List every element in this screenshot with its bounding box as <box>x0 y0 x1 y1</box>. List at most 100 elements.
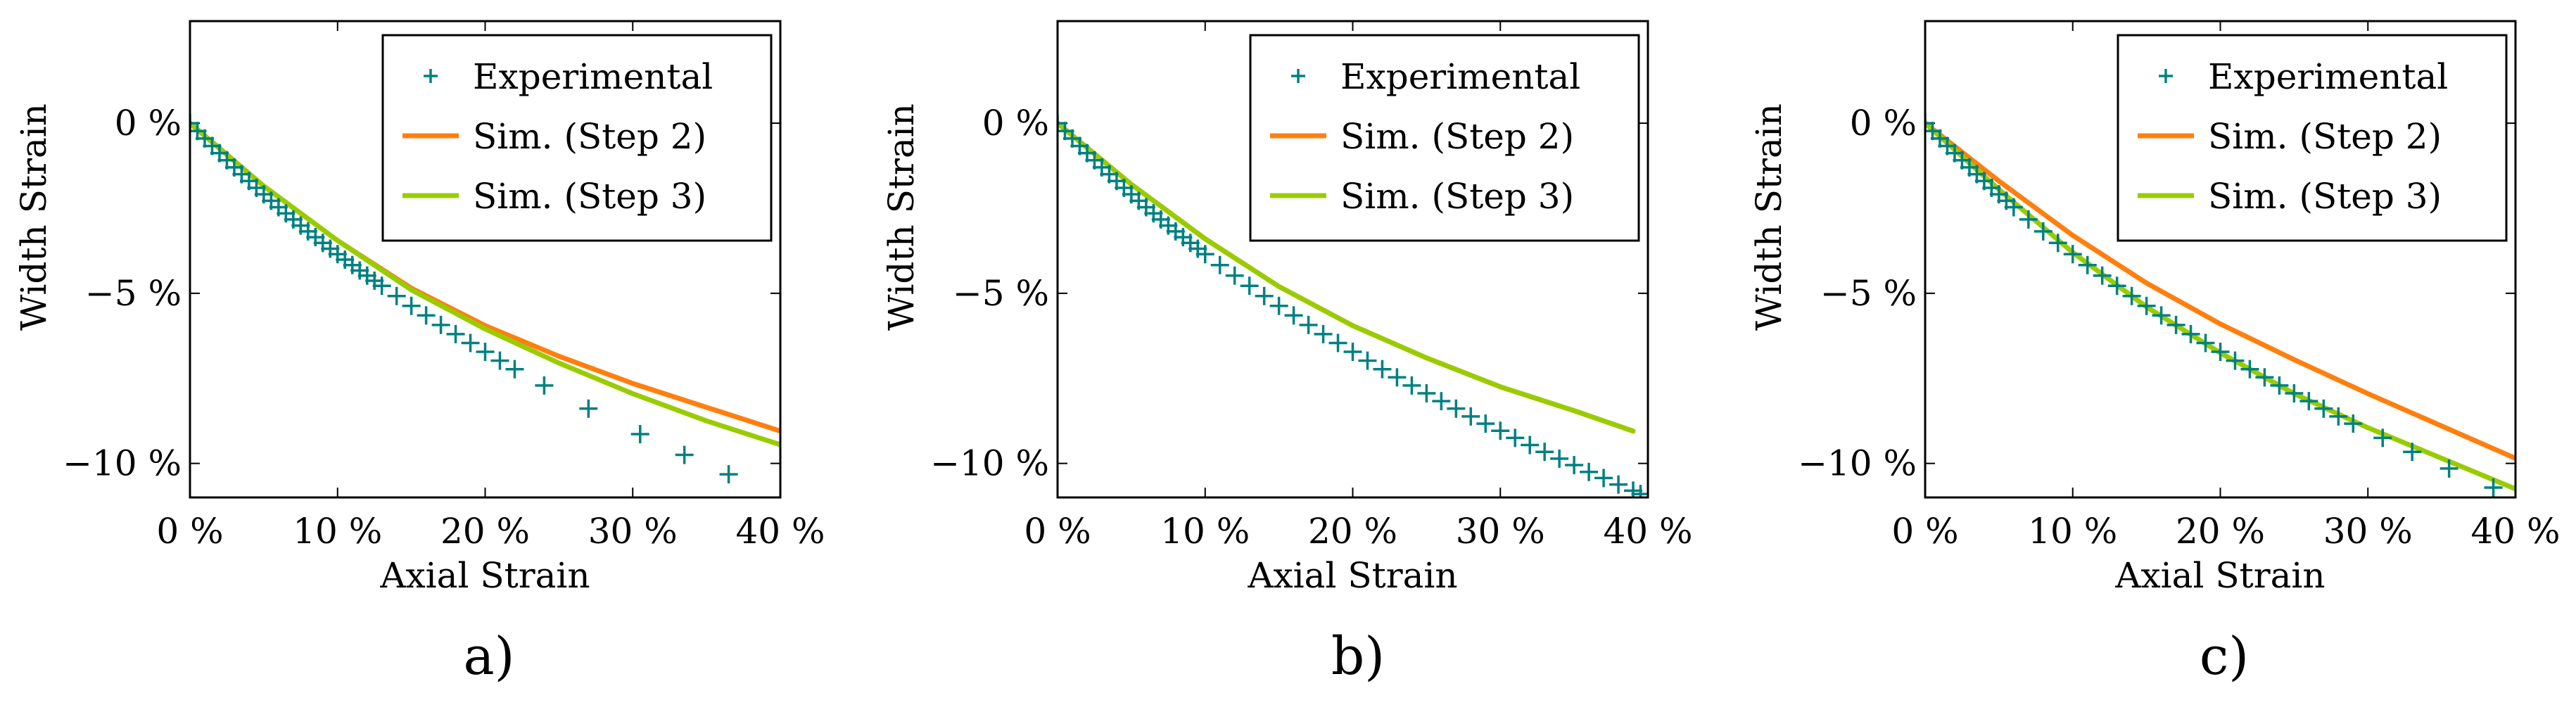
x-axis-label: Axial Strain <box>379 555 590 596</box>
data-point <box>2211 343 2230 362</box>
x-tick-label: 0 % <box>156 511 223 552</box>
x-tick-label: 20 % <box>2176 511 2265 552</box>
data-point <box>1491 421 1510 440</box>
data-point <box>1255 286 1274 305</box>
data-point <box>1476 414 1495 433</box>
axes-frame <box>1924 20 2517 499</box>
legend-entry: Sim. (Step 2) <box>1340 116 1574 157</box>
data-point <box>1609 475 1628 494</box>
plot-area <box>1925 114 2515 497</box>
data-point <box>461 334 480 352</box>
axes-frame <box>1056 20 1649 499</box>
data-point <box>2299 392 2318 411</box>
data-point <box>1388 368 1407 387</box>
legend-entry: Sim. (Step 2) <box>473 116 706 157</box>
data-point <box>2019 210 2038 229</box>
y-tick-label: 0 % <box>1850 103 1917 144</box>
data-point <box>2314 399 2333 418</box>
data-point <box>505 360 524 379</box>
x-tick-label: 40 % <box>735 511 825 552</box>
panel-label: c) <box>2200 626 2249 687</box>
x-axis-label: Axial Strain <box>2114 555 2325 596</box>
x-tick-label: 10 % <box>2028 511 2117 552</box>
plot-area <box>1058 114 1648 497</box>
series-line-sim-step-3- <box>190 120 780 447</box>
data-point <box>402 296 421 315</box>
x-tick-label: 30 % <box>588 511 678 552</box>
y-tick-label: 0 % <box>115 103 182 144</box>
data-point <box>2484 478 2503 497</box>
data-point <box>2329 407 2348 426</box>
data-point <box>476 343 495 362</box>
data-point <box>2344 414 2363 433</box>
chart-panel-c: 0 % 10 % 20 % 30 % 40 % 0 % −5 % −10 % Axial Str… <box>1749 20 2561 687</box>
legend-marker <box>1291 69 1305 83</box>
axes-frame <box>189 20 782 499</box>
legend-entry: Sim. (Step 3) <box>1340 176 1574 217</box>
data-point <box>1417 384 1436 403</box>
data-point <box>2137 296 2156 315</box>
data-point <box>535 376 554 395</box>
data-point <box>1358 351 1377 370</box>
y-tick-label: −10 % <box>1798 443 1917 484</box>
x-tick-label: 20 % <box>440 511 530 552</box>
data-point <box>417 306 436 325</box>
data-point <box>1631 485 1648 497</box>
legend-entry: Experimental <box>1340 56 1580 97</box>
data-point <box>2078 255 2097 274</box>
data-point <box>1225 266 1244 285</box>
y-tick-label: −5 % <box>1820 273 1917 314</box>
data-point <box>1058 122 1074 141</box>
data-point <box>2063 245 2082 264</box>
panel-label: b) <box>1331 626 1385 687</box>
chart-panel-a: 0 % 10 % 20 % 30 % 40 % 0 % −5 % −10 % Axial Str… <box>13 20 825 687</box>
legend-marker <box>424 69 438 83</box>
y-axis-label: Width Strain <box>1749 103 1789 331</box>
data-point <box>1269 296 1288 315</box>
data-point <box>1402 376 1421 395</box>
legend: Experimental Sim. (Step 2) Sim. (Step 3) <box>381 34 773 242</box>
data-point <box>1299 315 1318 334</box>
legend-entry: Experimental <box>2208 56 2448 97</box>
data-point <box>1925 114 1934 133</box>
data-point <box>387 286 406 305</box>
y-tick-label: 0 % <box>982 103 1049 144</box>
data-point <box>2373 428 2392 447</box>
data-point <box>190 114 199 133</box>
data-point <box>1461 407 1480 426</box>
legend-entry: Sim. (Step 2) <box>2208 116 2442 157</box>
data-point <box>2122 286 2141 305</box>
data-point <box>1432 392 1451 411</box>
data-point <box>2152 306 2171 325</box>
data-point <box>719 465 738 484</box>
data-point <box>2093 266 2112 285</box>
legend-entry: Experimental <box>473 56 713 97</box>
y-tick-label: −10 % <box>63 443 182 484</box>
data-point <box>2255 368 2274 387</box>
x-tick-label: 40 % <box>1603 511 1692 552</box>
data-point <box>1565 456 1584 475</box>
data-point <box>2048 234 2067 253</box>
data-point <box>1328 334 1347 352</box>
data-point <box>446 324 465 343</box>
data-point <box>2270 376 2289 395</box>
x-tick-label: 0 % <box>1024 511 1091 552</box>
data-point <box>1195 245 1214 264</box>
x-tick-label: 10 % <box>1160 511 1250 552</box>
data-point <box>1447 399 1466 418</box>
data-point <box>2107 277 2126 296</box>
legend-entry: Sim. (Step 3) <box>473 176 706 217</box>
data-point <box>675 445 694 464</box>
data-point <box>2439 459 2458 478</box>
data-point <box>579 399 598 418</box>
data-point <box>190 122 207 141</box>
series-line-sim-step-2- <box>1925 120 2515 461</box>
data-point <box>2004 198 2023 217</box>
y-tick-label: −10 % <box>930 443 1049 484</box>
data-point <box>1535 443 1554 462</box>
data-point <box>372 277 391 296</box>
data-point <box>630 425 649 444</box>
legend-entry: Sim. (Step 3) <box>2208 176 2442 217</box>
data-point <box>1058 114 1067 133</box>
